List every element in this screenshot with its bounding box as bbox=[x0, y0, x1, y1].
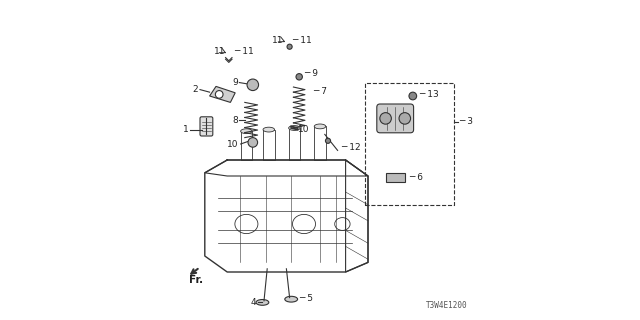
Text: 10: 10 bbox=[227, 140, 239, 149]
Text: Fr.: Fr. bbox=[189, 275, 203, 285]
Ellipse shape bbox=[256, 300, 269, 305]
Ellipse shape bbox=[263, 127, 275, 132]
Circle shape bbox=[409, 92, 417, 100]
Ellipse shape bbox=[241, 129, 252, 134]
Text: 9: 9 bbox=[233, 78, 239, 87]
Circle shape bbox=[248, 138, 258, 147]
Text: ─ 13: ─ 13 bbox=[419, 90, 439, 99]
Text: ─ 11: ─ 11 bbox=[292, 36, 312, 44]
Ellipse shape bbox=[289, 126, 300, 131]
Circle shape bbox=[380, 113, 392, 124]
Bar bbox=[385, 173, 405, 182]
Text: 8: 8 bbox=[233, 116, 239, 124]
FancyBboxPatch shape bbox=[200, 117, 212, 136]
Polygon shape bbox=[210, 86, 236, 102]
Ellipse shape bbox=[285, 296, 298, 302]
Circle shape bbox=[399, 113, 411, 124]
Bar bbox=[241, 131, 252, 160]
Text: ─ 5: ─ 5 bbox=[300, 294, 313, 303]
Text: ─ 3: ─ 3 bbox=[460, 117, 473, 126]
Circle shape bbox=[326, 138, 331, 143]
Circle shape bbox=[287, 44, 292, 49]
Text: 1: 1 bbox=[183, 125, 189, 134]
Circle shape bbox=[215, 91, 223, 98]
Ellipse shape bbox=[314, 124, 326, 129]
Circle shape bbox=[247, 79, 259, 91]
Text: ─ 9: ─ 9 bbox=[304, 69, 318, 78]
Text: ─ 11: ─ 11 bbox=[234, 47, 253, 56]
Bar bbox=[365, 83, 454, 205]
Text: 10: 10 bbox=[298, 125, 309, 134]
Text: T3W4E1200: T3W4E1200 bbox=[426, 301, 467, 310]
Text: ─ 6: ─ 6 bbox=[409, 173, 423, 182]
Text: 11: 11 bbox=[214, 47, 226, 56]
Text: 2: 2 bbox=[193, 85, 198, 94]
Bar bbox=[289, 128, 300, 160]
Text: ─ 7: ─ 7 bbox=[313, 87, 327, 96]
Bar bbox=[263, 130, 275, 160]
Circle shape bbox=[296, 74, 302, 80]
Bar bbox=[314, 126, 326, 160]
Text: ─ 12: ─ 12 bbox=[340, 143, 360, 152]
Text: 4: 4 bbox=[250, 298, 256, 307]
Text: 11: 11 bbox=[272, 36, 284, 44]
FancyBboxPatch shape bbox=[377, 104, 413, 133]
